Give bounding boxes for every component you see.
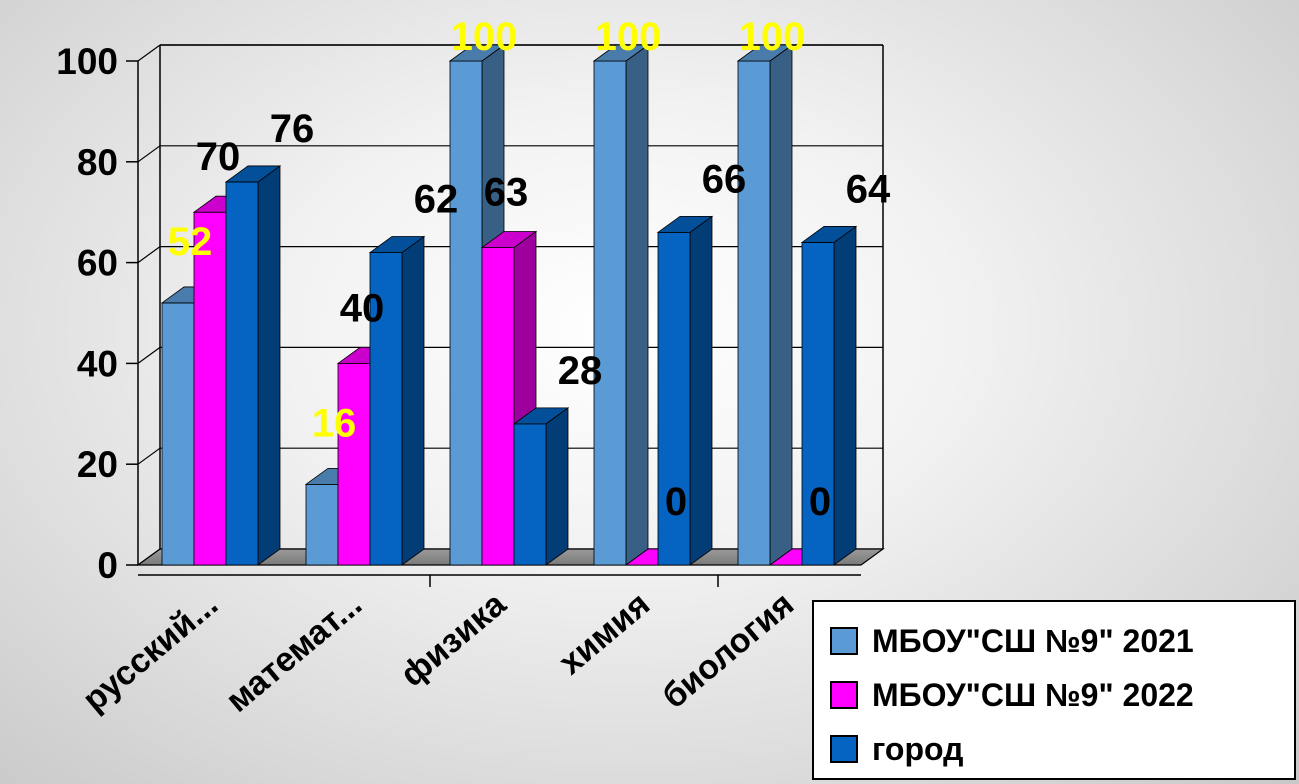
legend-item-city: город xyxy=(830,722,1294,776)
bar-s0-c3-front xyxy=(593,60,627,566)
gridline-diagonal xyxy=(137,145,161,163)
bar-s0-c1-front xyxy=(305,483,339,566)
x-category-label: русский... xyxy=(76,585,226,719)
data-label-s1-c2: 63 xyxy=(484,170,529,214)
data-label-s2-c0: 76 xyxy=(270,107,315,151)
data-label-s2-c1: 62 xyxy=(414,178,459,222)
legend-item-2021: МБОУ"СШ №9" 2021 xyxy=(830,614,1294,668)
legend-item-2022: МБОУ"СШ №9" 2022 xyxy=(830,668,1294,722)
y-tick-label: 0 xyxy=(97,545,118,586)
x-category-label: физика xyxy=(393,584,514,694)
bar-s2-c3-front xyxy=(657,231,691,566)
bar-s2-c1-side xyxy=(401,235,425,566)
y-tick-label: 20 xyxy=(77,444,118,485)
bar-s0-c3-top xyxy=(592,44,650,62)
bar-s2-c2-top xyxy=(512,407,570,425)
bar-s0-c4-side xyxy=(769,44,793,566)
y-tick-label: 40 xyxy=(77,343,118,384)
bar-s1-c2-top xyxy=(480,231,538,248)
x-category-label: биология xyxy=(655,585,801,716)
data-label-s0-c0: 52 xyxy=(168,220,213,264)
bar-s1-c2-front xyxy=(481,247,515,566)
data-label-s0-c4: 100 xyxy=(739,15,806,59)
data-label-s2-c2: 28 xyxy=(558,349,603,393)
bar-s2-c3-side xyxy=(689,215,713,566)
legend-label-2022: МБОУ"СШ №9" 2022 xyxy=(872,676,1194,713)
bar-s0-c4-front xyxy=(737,60,771,566)
data-label-s2-c4: 64 xyxy=(846,167,891,211)
bar-s2-c1-front xyxy=(369,252,403,566)
x-category-label: химия xyxy=(552,585,657,682)
legend-swatch-2021 xyxy=(830,627,858,655)
bar-s2-c4-top xyxy=(800,226,858,243)
legend-swatch-city xyxy=(830,735,858,763)
bar-s0-c2-top xyxy=(448,44,506,62)
bar-s2-c0-front xyxy=(225,181,259,566)
data-label-s1-c3: 0 xyxy=(665,480,687,524)
bar-s2-c4-side xyxy=(833,225,857,566)
bar-s0-c4-top xyxy=(736,44,794,62)
legend-label-2021: МБОУ"СШ №9" 2021 xyxy=(872,622,1194,659)
gridline-diagonal xyxy=(137,447,161,465)
data-label-s1-c0: 70 xyxy=(196,135,241,179)
bar-s0-c0-front xyxy=(161,302,195,566)
data-label-s2-c3: 66 xyxy=(702,157,747,201)
bar-s2-c2-front xyxy=(513,423,547,566)
legend: МБОУ"СШ №9" 2021 МБОУ"СШ №9" 2022 город xyxy=(812,600,1296,780)
bar-s0-c3-side xyxy=(625,44,649,566)
bars xyxy=(160,44,858,566)
gridline-diagonal xyxy=(137,346,161,364)
gridline-diagonal xyxy=(137,246,161,264)
bar-s0-c2-front xyxy=(449,60,483,566)
bar-s2-c1-top xyxy=(368,236,426,253)
data-labels: 52 70 76 16 40 62 100 63 28 100 0 66 100 0 64 xyxy=(168,15,891,524)
data-label-s1-c1: 40 xyxy=(340,286,385,330)
y-tick-label: 60 xyxy=(77,243,118,284)
data-label-s1-c4: 0 xyxy=(809,480,831,524)
bar-s2-c0-side xyxy=(257,165,281,566)
data-label-s0-c3: 100 xyxy=(595,15,662,59)
bar-s2-c3-top xyxy=(656,215,714,233)
legend-label-city: город xyxy=(872,730,964,767)
bar-s2-c2-side xyxy=(545,407,569,566)
bar-s1-c0-front xyxy=(193,211,227,566)
legend-swatch-2022 xyxy=(830,681,858,709)
bar-s2-c0-top xyxy=(224,165,282,183)
data-label-s0-c1: 16 xyxy=(312,401,357,445)
y-tick-label: 100 xyxy=(56,41,118,82)
bar-s1-c1-front xyxy=(337,362,371,566)
bar-s2-c4-front xyxy=(801,242,835,566)
x-category-label: математ... xyxy=(219,585,369,720)
gridline-diagonal xyxy=(137,44,161,62)
y-tick-label: 80 xyxy=(77,142,118,183)
data-label-s0-c2: 100 xyxy=(451,15,518,59)
